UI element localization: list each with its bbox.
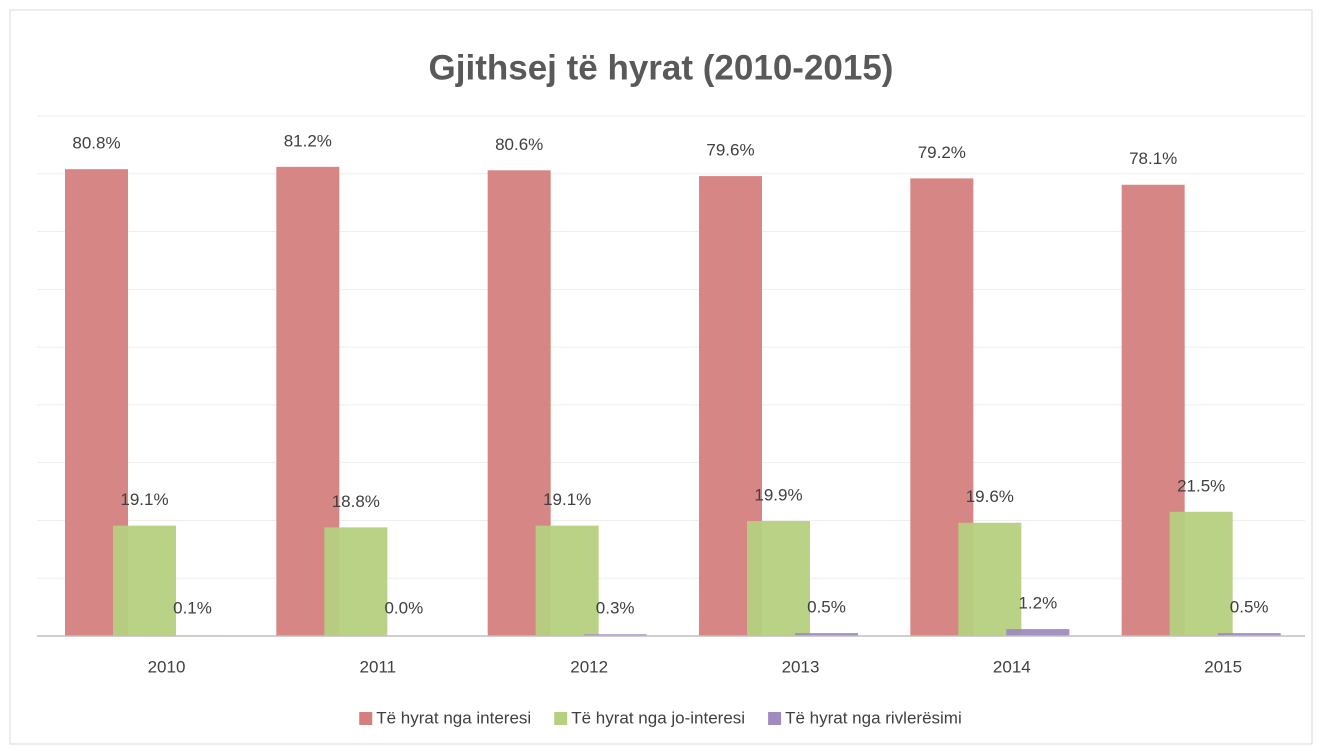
data-label: 0.0% [384, 598, 423, 617]
data-label: 78.1% [1129, 149, 1177, 168]
x-tick-label: 2012 [570, 657, 608, 676]
legend-label: Të hyrat nga interesi [376, 708, 531, 727]
x-tick-label: 2013 [782, 657, 820, 676]
legend-swatch [359, 712, 373, 725]
bar [1169, 511, 1233, 636]
data-label: 80.8% [72, 134, 120, 153]
data-label: 21.5% [1177, 476, 1225, 495]
data-label: 79.2% [918, 143, 966, 162]
legend-swatch [554, 712, 568, 725]
data-label: 81.2% [284, 131, 332, 150]
bar [324, 527, 388, 636]
chart-frame [9, 9, 1313, 745]
bar [583, 634, 647, 636]
legend-label: Të hyrat nga jo-interesi [571, 708, 745, 727]
data-label: 80.6% [495, 135, 543, 154]
bar [1217, 633, 1281, 636]
chart-title: Gjithsej të hyrat (2010-2015) [429, 48, 894, 87]
bar [747, 521, 810, 636]
x-tick-label: 2010 [148, 657, 186, 676]
bar [795, 633, 858, 636]
x-tick-label: 2011 [360, 657, 397, 676]
data-label: 19.1% [120, 490, 168, 509]
data-label: 1.2% [1018, 594, 1057, 613]
bar [958, 522, 1022, 636]
data-label: 0.1% [173, 598, 212, 617]
data-label: 19.6% [966, 487, 1014, 506]
x-tick-label: 2015 [1204, 657, 1242, 676]
data-label: 0.5% [807, 598, 846, 617]
data-label: 19.1% [543, 490, 591, 509]
legend-swatch [768, 712, 782, 725]
data-label: 79.6% [706, 141, 754, 160]
data-label: 0.3% [596, 598, 635, 617]
bar [1006, 629, 1070, 636]
data-label: 19.9% [754, 486, 802, 505]
legend-label: Të hyrat nga rivlerësimi [785, 708, 962, 727]
bar [535, 525, 599, 636]
bar [113, 525, 176, 636]
x-tick-label: 2014 [993, 657, 1031, 676]
data-label: 18.8% [332, 492, 380, 511]
data-label: 0.5% [1230, 598, 1269, 617]
